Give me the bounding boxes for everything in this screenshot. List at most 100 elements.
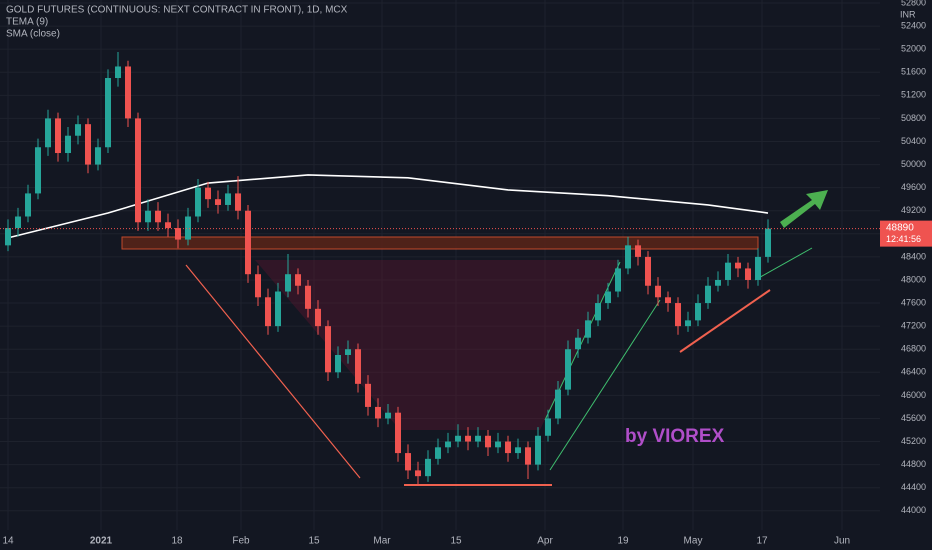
candle-body (145, 210, 151, 223)
x-tick-label: Apr (537, 536, 553, 547)
x-tick-label: May (684, 536, 703, 547)
uptrend-line (679, 289, 771, 353)
candle-body (635, 245, 641, 257)
candle-body (645, 256, 651, 286)
candle-body (95, 147, 101, 165)
candle-body (705, 285, 711, 304)
candle-body (85, 124, 91, 165)
candle-body (245, 210, 251, 275)
candle-body (325, 326, 331, 373)
candle-body (745, 268, 751, 280)
candle-body (115, 66, 121, 79)
candle-body (575, 337, 581, 350)
candle-body (555, 389, 561, 419)
y-tick-label: 44000 (901, 505, 926, 515)
candle-body (335, 354, 341, 373)
candle-body (585, 320, 591, 338)
candle-body (755, 256, 761, 280)
x-tick-label: 2021 (90, 536, 113, 547)
resistance-zone (121, 236, 759, 250)
candle-body (425, 458, 431, 477)
y-tick-label: 44400 (901, 482, 926, 492)
indicator-label: SMA (close) (6, 29, 60, 40)
last-price-label: 48890 (886, 222, 914, 233)
candle-body (295, 274, 301, 286)
candle-body (515, 447, 521, 454)
candle-body (275, 291, 281, 327)
candle-body (715, 279, 721, 286)
candle-body (125, 66, 131, 119)
candle-body (55, 118, 61, 154)
candle-body (445, 441, 451, 448)
y-tick-label: 48000 (901, 274, 926, 284)
sma-line (7, 174, 769, 239)
watermark: by VIOREX (625, 426, 725, 447)
y-tick-label: 51200 (901, 90, 926, 100)
y-tick-label: 51600 (901, 67, 926, 77)
candle-body (365, 383, 371, 407)
indicator-label: TEMA (9) (6, 17, 48, 28)
candle-body (305, 285, 311, 309)
x-tick-label: Jun (834, 536, 850, 547)
y-tick-label: 47200 (901, 321, 926, 331)
candle-body (465, 435, 471, 442)
candle-body (105, 78, 111, 148)
candle-body (35, 147, 41, 194)
candle-body (405, 453, 411, 471)
y-tick-label: 52400 (901, 20, 926, 30)
candle-body (375, 406, 381, 419)
time-axis (0, 530, 932, 550)
y-tick-label: 49600 (901, 182, 926, 192)
candle-body (475, 435, 481, 442)
x-tick-label: 14 (2, 536, 14, 547)
candle-body (175, 228, 181, 240)
candle-body (65, 135, 71, 154)
cup-fill (255, 260, 620, 430)
candle-body (355, 349, 361, 384)
candle-body (185, 216, 191, 240)
arrow (754, 247, 813, 281)
y-tick-label: 46000 (901, 390, 926, 400)
y-tick-label: 46400 (901, 367, 926, 377)
y-tick-label: 48400 (901, 251, 926, 261)
candle-body (15, 216, 21, 229)
candle-body (225, 193, 231, 205)
candle-body (235, 193, 241, 211)
candle-body (345, 349, 351, 355)
y-tick-label: 49200 (901, 205, 926, 215)
y-tick-label: 45200 (901, 436, 926, 446)
candle-body (725, 262, 731, 280)
candle-body (695, 303, 701, 321)
x-tick-label: Feb (232, 536, 250, 547)
arrow (549, 299, 661, 471)
x-tick-label: 19 (617, 536, 629, 547)
symbol-title: GOLD FUTURES (CONTINUOUS: NEXT CONTRACT … (6, 5, 348, 16)
candle-body (155, 210, 161, 223)
candle-body (605, 291, 611, 304)
candle-body (165, 222, 171, 229)
candle-body (5, 228, 11, 246)
y-tick-label: 52000 (901, 44, 926, 54)
x-tick-label: Mar (373, 536, 391, 547)
candle-body (495, 441, 501, 448)
currency: INR (900, 9, 916, 19)
candle-body (735, 262, 741, 269)
y-tick-label: 47600 (901, 297, 926, 307)
candle-body (565, 349, 571, 390)
candle-body (765, 228, 771, 257)
candle-body (525, 447, 531, 465)
y-tick-label: 50400 (901, 136, 926, 146)
candle-body (265, 297, 271, 327)
candle-body (685, 320, 691, 327)
price-axis (880, 0, 932, 550)
candle-body (205, 187, 211, 200)
y-tick-label: 44800 (901, 459, 926, 469)
candle-body (255, 274, 261, 298)
candle-body (135, 118, 141, 223)
candle-body (195, 187, 201, 217)
